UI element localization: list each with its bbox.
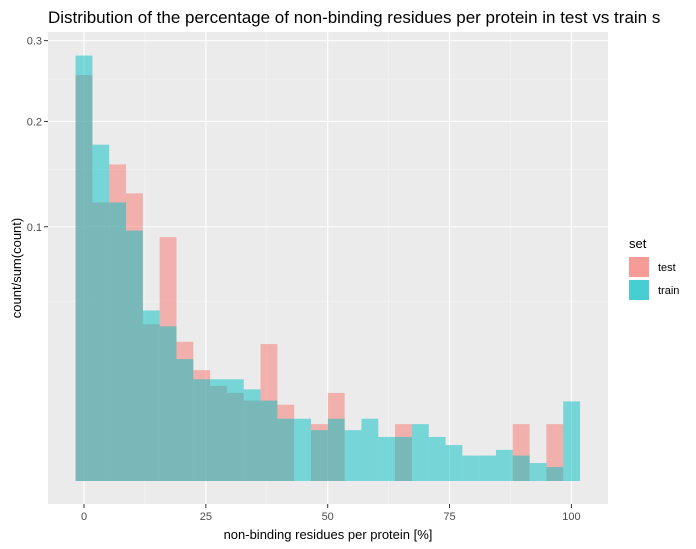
bar-train	[109, 202, 127, 482]
y-axis-title: count/sum(count)	[9, 218, 24, 318]
y-tick-label: 0.2	[27, 116, 42, 128]
x-tick-label: 0	[81, 511, 87, 523]
bar-train	[563, 401, 581, 481]
chart-title: Distribution of the percentage of non-bi…	[48, 8, 660, 27]
y-axis-ticks: 0.1 0.2 0.3	[27, 36, 48, 234]
bar-train	[294, 418, 312, 481]
x-tick-label: 75	[443, 511, 455, 523]
bar-train	[378, 436, 396, 481]
bar-train	[462, 455, 480, 481]
bar-train	[193, 379, 211, 481]
bar-train	[512, 455, 530, 481]
bar-train	[226, 379, 244, 481]
bar-train	[495, 449, 513, 481]
bar-train	[327, 418, 345, 481]
bar-train	[159, 326, 177, 481]
bar-train	[395, 436, 412, 481]
bar-train	[529, 463, 547, 481]
legend: set test train	[629, 236, 679, 300]
bar-train	[361, 418, 379, 481]
bar-train	[243, 389, 261, 481]
bar-train	[411, 424, 429, 481]
x-axis-ticks: 0 25 50 75 100	[81, 504, 581, 523]
x-tick-label: 50	[322, 511, 334, 523]
bar-train	[546, 467, 564, 481]
bar-train	[260, 400, 278, 481]
bar-train	[176, 359, 194, 481]
bar-train	[75, 55, 93, 482]
bar-train	[126, 230, 143, 481]
bar-train	[92, 144, 110, 481]
legend-swatch-test	[629, 257, 649, 277]
histogram-bars	[75, 55, 581, 482]
legend-swatch-train	[629, 280, 649, 300]
legend-label-test: test	[658, 262, 676, 274]
bar-train	[344, 430, 362, 481]
bar-train	[142, 310, 160, 481]
x-axis-title: non-binding residues per protein [%]	[224, 527, 433, 542]
bar-train	[311, 430, 328, 481]
bar-train	[445, 445, 463, 481]
legend-label-train: train	[658, 285, 679, 297]
y-tick-label: 0.3	[27, 36, 42, 48]
bar-train	[428, 436, 446, 481]
bar-train	[479, 455, 496, 481]
x-tick-label: 25	[200, 511, 212, 523]
y-tick-label: 0.1	[27, 222, 42, 234]
legend-title: set	[629, 236, 647, 251]
bar-train	[210, 379, 227, 481]
bar-test	[546, 424, 564, 481]
bar-train	[277, 418, 295, 481]
x-tick-label: 100	[562, 511, 580, 523]
